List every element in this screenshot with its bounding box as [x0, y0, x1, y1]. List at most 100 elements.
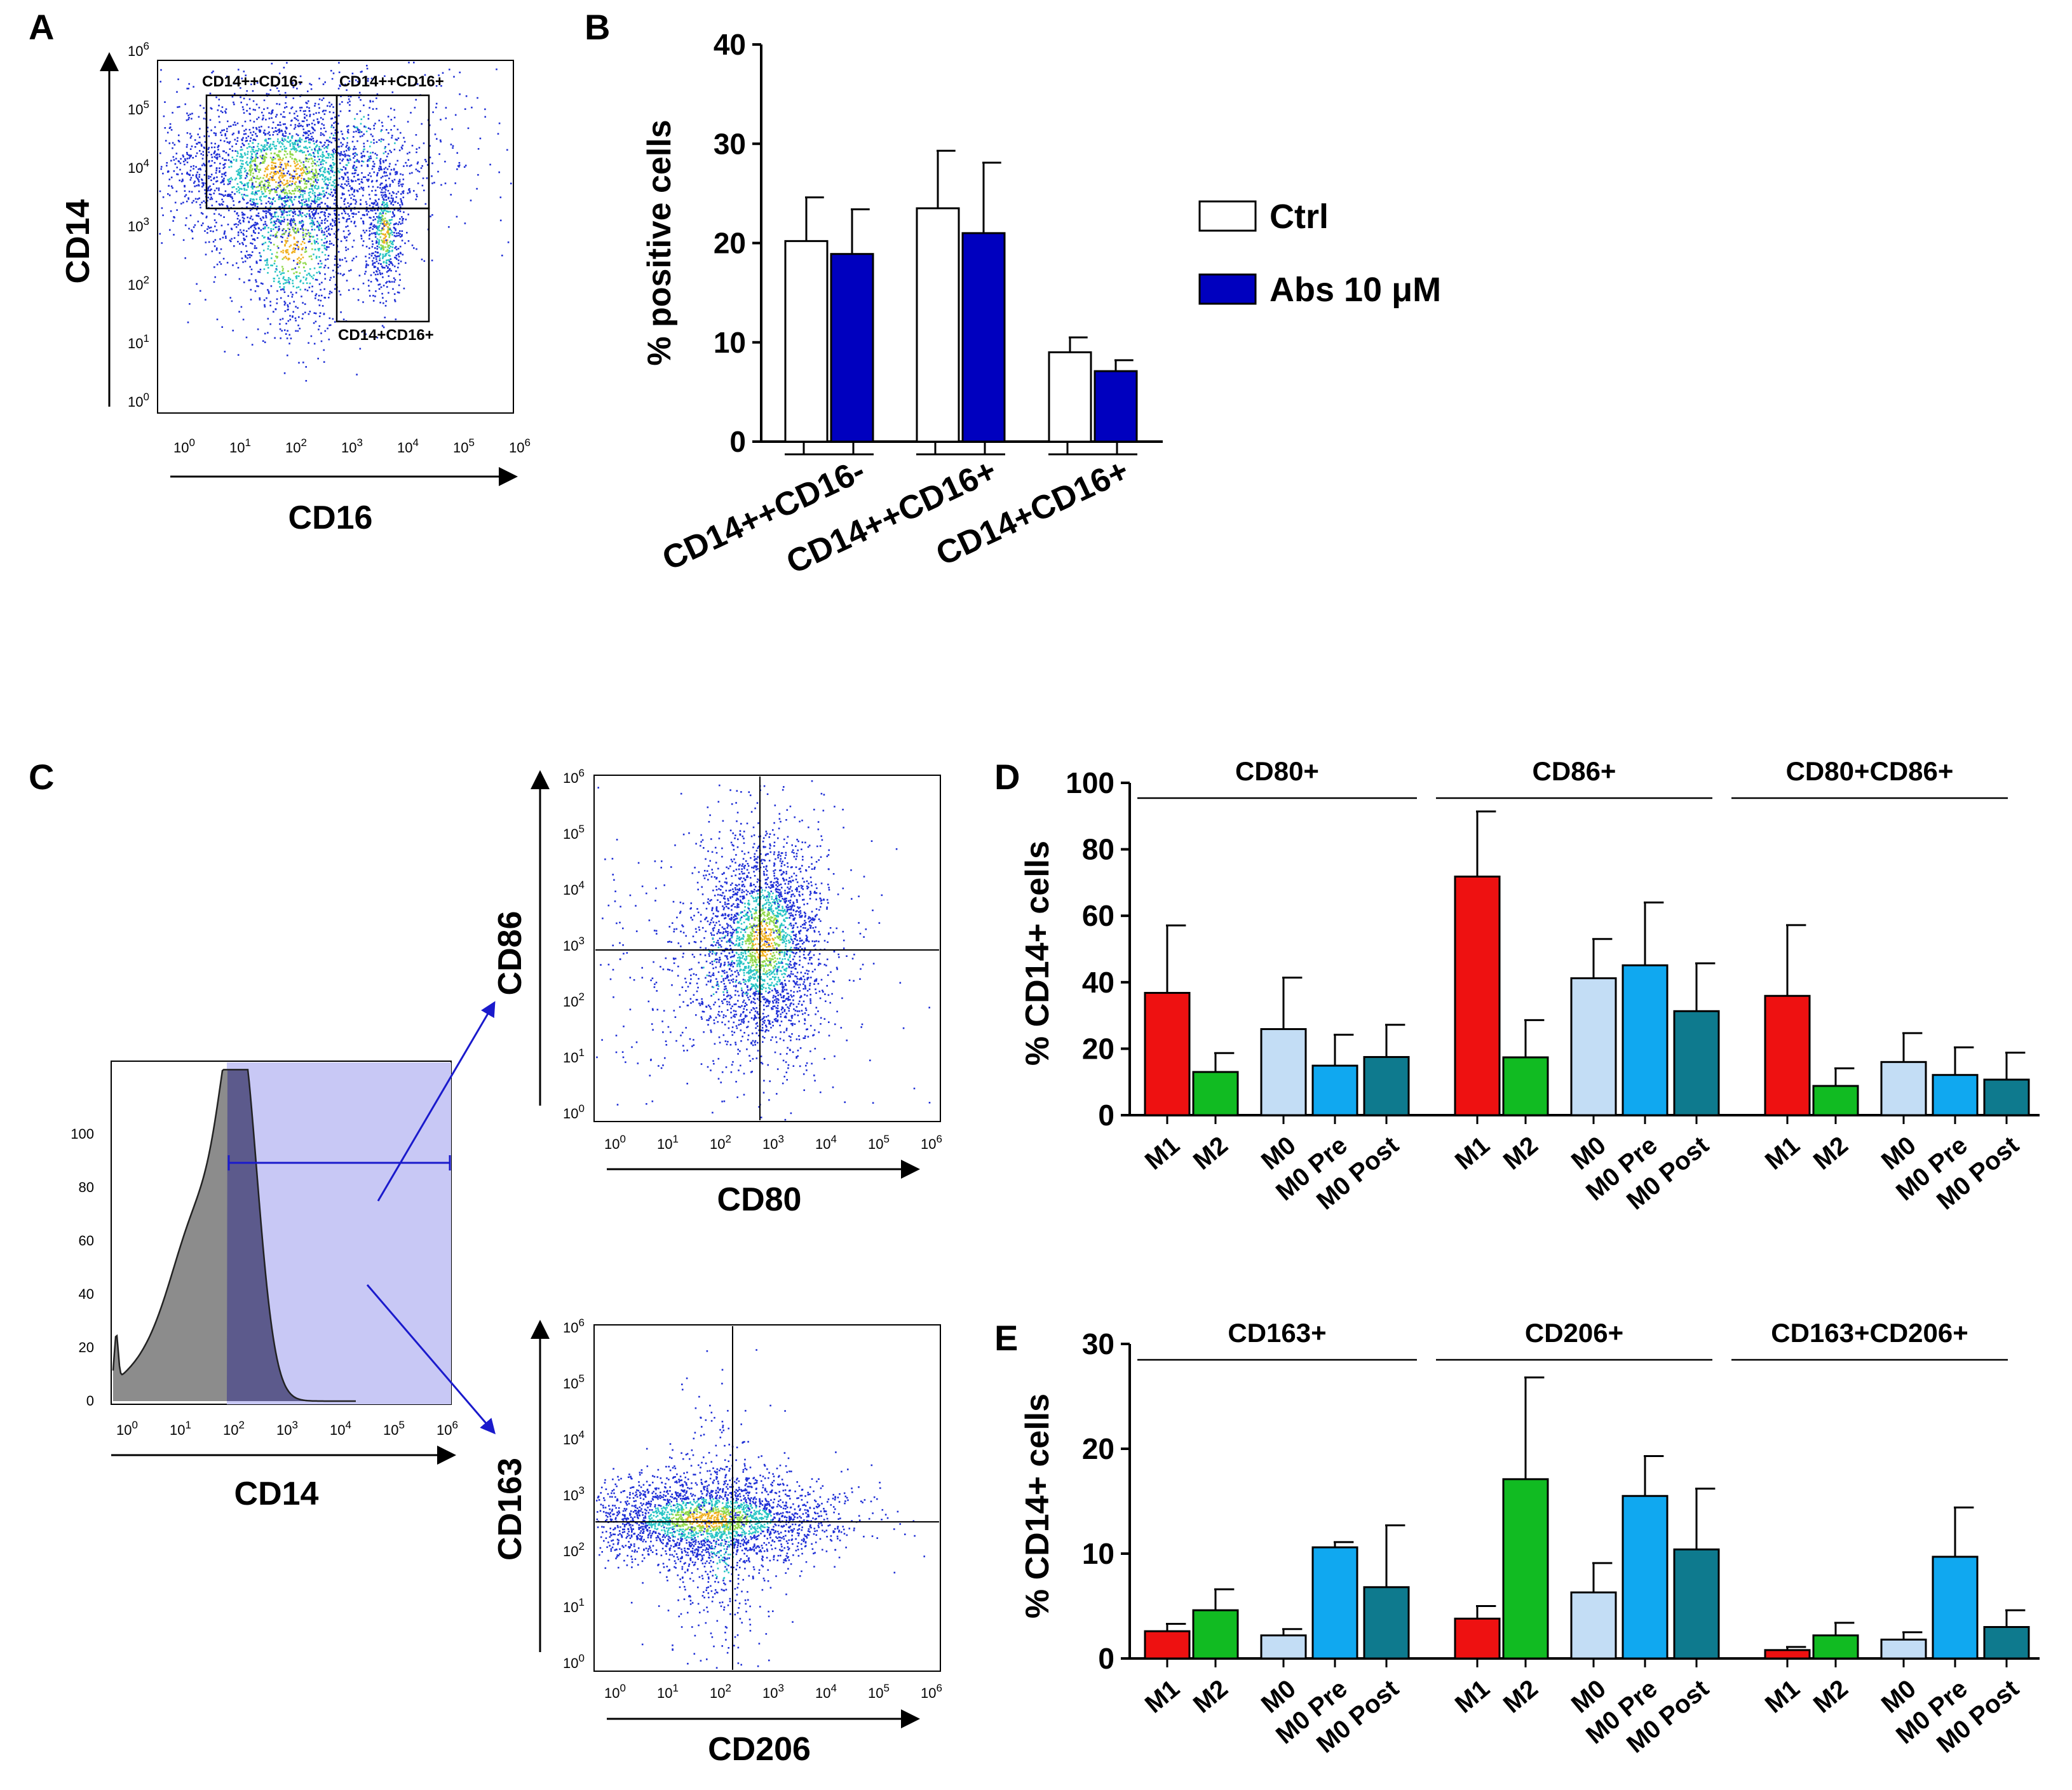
event-dot — [279, 323, 281, 325]
event-dot — [383, 219, 384, 220]
event-dot — [379, 184, 381, 186]
event-dot — [246, 175, 248, 178]
event-dot — [278, 142, 280, 144]
event-dot — [257, 271, 259, 273]
event-dot — [390, 269, 392, 272]
event-dot — [269, 301, 271, 303]
event-dot — [270, 257, 273, 259]
event-dot — [754, 935, 755, 937]
event-dot — [272, 159, 274, 161]
event-dot — [279, 328, 281, 330]
event-dot — [396, 173, 398, 175]
event-dot — [309, 311, 311, 313]
event-dot — [388, 292, 389, 294]
event-dot — [377, 262, 380, 264]
event-dot — [378, 139, 381, 141]
event-dot — [744, 979, 746, 981]
event-dot — [734, 887, 736, 889]
event-dot — [376, 180, 377, 182]
event-dot — [288, 190, 290, 192]
event-dot — [346, 172, 348, 174]
event-dot — [302, 313, 304, 315]
event-dot — [324, 330, 327, 332]
event-dot — [367, 180, 369, 182]
event-dot — [319, 225, 321, 227]
event-dot — [287, 165, 289, 166]
event-dot — [743, 885, 745, 888]
event-dot — [315, 180, 317, 182]
event-dot — [290, 193, 293, 195]
event-dot — [351, 72, 354, 74]
event-dot — [246, 172, 248, 175]
event-dot — [222, 179, 224, 181]
event-dot — [296, 187, 299, 189]
event-dot — [748, 872, 750, 874]
event-dot — [238, 130, 240, 133]
event-dot — [324, 172, 326, 173]
event-dot — [353, 288, 355, 290]
event-dot — [247, 254, 249, 256]
event-dot — [308, 215, 311, 217]
event-dot — [290, 107, 292, 109]
event-dot — [771, 942, 773, 944]
event-dot — [247, 216, 248, 219]
event-dot — [378, 229, 381, 231]
event-dot — [302, 302, 304, 304]
event-dot — [346, 137, 348, 139]
event-dot — [283, 140, 285, 142]
event-dot — [769, 978, 771, 980]
event-dot — [219, 121, 220, 123]
event-dot — [328, 240, 331, 242]
event-dot — [719, 944, 721, 946]
event-dot — [278, 206, 280, 208]
event-dot — [309, 217, 311, 220]
event-dot — [386, 203, 388, 206]
event-dot — [186, 161, 189, 163]
event-dot — [245, 194, 247, 197]
event-dot — [250, 151, 252, 153]
event-dot — [320, 149, 322, 151]
event-dot — [274, 260, 276, 262]
event-dot — [280, 288, 282, 291]
event-dot — [353, 198, 355, 201]
event-dot — [823, 1018, 826, 1020]
event-dot — [299, 228, 302, 230]
event-dot — [288, 253, 290, 255]
event-dot — [382, 297, 384, 299]
event-dot — [221, 198, 223, 201]
event-dot — [347, 154, 349, 156]
event-dot — [313, 236, 315, 238]
event-dot — [394, 300, 396, 302]
event-dot — [381, 245, 383, 247]
event-dot — [271, 143, 274, 146]
event-dot — [376, 238, 379, 240]
event-dot — [304, 204, 306, 206]
event-dot — [304, 311, 306, 314]
event-dot — [377, 273, 379, 275]
event-dot — [302, 262, 304, 264]
event-dot — [273, 215, 276, 217]
event-dot — [300, 125, 302, 126]
event-dot — [785, 940, 788, 942]
event-dot — [316, 196, 319, 199]
event-dot — [820, 902, 823, 904]
event-dot — [440, 184, 442, 186]
event-dot — [311, 135, 313, 138]
event-dot — [294, 251, 295, 254]
event-dot — [251, 204, 253, 206]
event-dot — [326, 147, 328, 149]
event-dot — [306, 119, 308, 121]
event-dot — [389, 200, 391, 202]
event-dot — [782, 860, 783, 863]
event-dot — [751, 916, 753, 918]
event-dot — [283, 372, 286, 374]
event-dot — [346, 89, 348, 92]
event-dot — [730, 1007, 732, 1010]
event-dot — [315, 112, 317, 114]
event-dot — [799, 1000, 801, 1003]
event-dot — [384, 147, 386, 149]
event-dot — [355, 213, 357, 215]
event-dot — [246, 189, 248, 191]
event-dot — [379, 163, 382, 165]
event-dot — [736, 937, 738, 940]
